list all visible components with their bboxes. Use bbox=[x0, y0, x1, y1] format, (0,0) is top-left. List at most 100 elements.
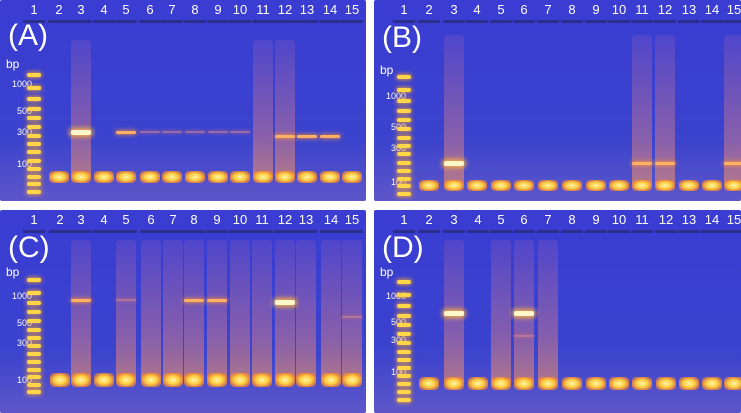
ladder-size-label: 1000 bbox=[11, 79, 32, 89]
primer-dimer-band bbox=[586, 179, 606, 191]
primer-dimer-band bbox=[679, 179, 699, 191]
primer-dimer-band bbox=[419, 179, 439, 191]
primer-dimer-band bbox=[724, 179, 741, 191]
ladder-size-label: 100 bbox=[390, 177, 406, 187]
primer-dimer-band bbox=[538, 179, 558, 191]
ladder-band bbox=[397, 168, 411, 173]
primer-dimer-band bbox=[94, 171, 114, 183]
ladder-size-label: 500 bbox=[16, 318, 32, 328]
well bbox=[443, 20, 465, 23]
well bbox=[678, 230, 700, 233]
primer-dimer-band bbox=[275, 171, 295, 183]
gel-panel-a: 1 2 3 4 5 6 7 8 9 10 11 12 13 14 15 (A) bp 1000 500 300 100 bbox=[0, 0, 366, 201]
lane-smear bbox=[632, 35, 652, 185]
well bbox=[140, 230, 162, 233]
primer-dimer-band bbox=[514, 376, 534, 390]
primer-dimer-band bbox=[71, 171, 91, 183]
ladder-size-label: 300 bbox=[390, 335, 406, 345]
primer-dimer-band bbox=[586, 376, 606, 390]
amplicon-band bbox=[207, 298, 227, 302]
well bbox=[631, 230, 653, 233]
primer-dimer-band bbox=[162, 171, 182, 183]
lane-smear bbox=[275, 240, 295, 380]
lane-smear bbox=[342, 240, 362, 380]
well bbox=[561, 230, 583, 233]
lane-number: 8 bbox=[190, 212, 198, 227]
ladder-band bbox=[397, 184, 411, 189]
well bbox=[701, 20, 723, 23]
ladder-band bbox=[27, 344, 41, 349]
well bbox=[393, 20, 415, 23]
lane-number: 11 bbox=[635, 2, 649, 17]
well bbox=[537, 20, 559, 23]
primer-dimer-band bbox=[467, 179, 487, 191]
lane-number: 4 bbox=[474, 212, 482, 227]
well bbox=[115, 230, 137, 233]
bp-axis-label: bp bbox=[380, 63, 394, 77]
lane-number: 13 bbox=[298, 212, 314, 227]
ladder-size-label: 1000 bbox=[11, 291, 32, 301]
primer-dimer-band bbox=[679, 376, 699, 390]
primer-dimer-band bbox=[207, 373, 227, 387]
amplicon-band bbox=[297, 134, 317, 138]
primer-dimer-band bbox=[724, 376, 741, 390]
amplicon-band bbox=[444, 310, 464, 316]
ladder-size-label: 100 bbox=[16, 375, 32, 385]
amplicon-band bbox=[514, 310, 534, 316]
lane-number: 5 bbox=[497, 2, 505, 17]
ladder-size-label: 100 bbox=[390, 367, 406, 377]
amplicon-band bbox=[275, 134, 295, 138]
lane-number: 11 bbox=[256, 2, 270, 17]
lane-smear bbox=[538, 240, 558, 383]
well bbox=[48, 20, 70, 23]
well bbox=[701, 230, 723, 233]
lane-number: 4 bbox=[100, 2, 108, 17]
ladder-band bbox=[397, 192, 411, 196]
primer-dimer-band bbox=[562, 376, 582, 390]
lane-number: 10 bbox=[611, 212, 627, 227]
primer-dimer-band bbox=[116, 171, 136, 183]
lane-smear bbox=[163, 240, 183, 380]
lane-smear bbox=[321, 240, 341, 380]
well bbox=[393, 230, 415, 233]
ladder-band bbox=[397, 390, 411, 395]
ladder-band bbox=[397, 398, 411, 402]
ladder-band bbox=[397, 126, 411, 131]
lane-number: 9 bbox=[213, 212, 221, 227]
well bbox=[23, 230, 45, 233]
well bbox=[654, 20, 676, 23]
ladder-band bbox=[27, 336, 41, 341]
ladder-band bbox=[27, 190, 41, 194]
amplicon-band bbox=[632, 161, 652, 165]
ladder-band bbox=[397, 280, 411, 284]
ladder-band bbox=[397, 293, 411, 298]
ladder-band bbox=[27, 174, 41, 179]
ladder-band bbox=[27, 327, 41, 332]
lane-number: 6 bbox=[147, 212, 155, 227]
well bbox=[418, 230, 440, 233]
lane-number: 4 bbox=[473, 2, 481, 17]
well bbox=[585, 20, 607, 23]
well bbox=[631, 20, 653, 23]
ladder-band bbox=[27, 142, 41, 147]
primer-dimer-band bbox=[342, 171, 362, 183]
ladder-band bbox=[397, 117, 411, 122]
lane-smear bbox=[655, 35, 675, 185]
well bbox=[608, 230, 630, 233]
lane-smear bbox=[141, 240, 161, 380]
ladder-band bbox=[27, 124, 41, 129]
amplicon-band bbox=[655, 161, 675, 165]
ladder-size-label: 1000 bbox=[385, 91, 406, 101]
amplicon-band bbox=[140, 131, 160, 133]
ladder-band bbox=[27, 182, 41, 187]
ladder-band bbox=[397, 304, 411, 309]
well bbox=[467, 230, 489, 233]
lane-smear bbox=[253, 40, 273, 177]
well bbox=[251, 230, 273, 233]
ladder-band bbox=[27, 115, 41, 120]
amplicon-band bbox=[162, 131, 182, 133]
lane-smear bbox=[252, 240, 272, 380]
primer-dimer-band bbox=[609, 179, 629, 191]
primer-dimer-band bbox=[50, 373, 70, 387]
primer-dimer-band bbox=[116, 373, 136, 387]
